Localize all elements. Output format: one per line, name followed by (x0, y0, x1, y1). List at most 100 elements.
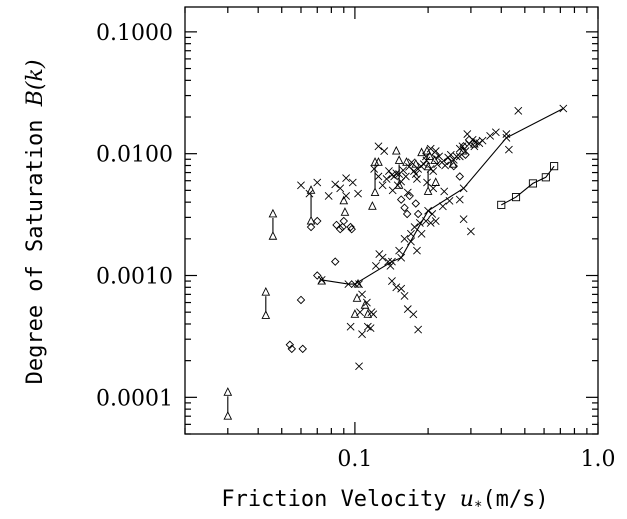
x-marker (336, 184, 345, 193)
x-marker (459, 215, 468, 224)
diamond-marker (402, 209, 412, 219)
y-tick-label: 0.0001 (96, 386, 173, 411)
x-marker (384, 257, 393, 266)
series-line (501, 165, 555, 206)
triangle-marker (470, 138, 479, 148)
x-marker (413, 246, 421, 255)
x-marker (370, 164, 379, 173)
square-marker (528, 179, 537, 188)
triangle-marker (360, 300, 370, 309)
x-marker (440, 187, 449, 196)
triangle-marker (339, 195, 349, 205)
series-line (321, 108, 564, 285)
x-marker (424, 206, 433, 215)
x-marker (504, 145, 513, 154)
x-marker (417, 229, 426, 238)
diamond-marker (296, 295, 306, 305)
x-marker (491, 128, 500, 137)
x-marker (388, 277, 396, 286)
triangle-marker (368, 201, 377, 210)
x-marker (358, 330, 366, 339)
triangle-marker (340, 207, 350, 216)
square-marker (541, 173, 550, 182)
diamond-marker (396, 195, 406, 204)
x-marker (342, 192, 351, 200)
triangle-marker (223, 410, 233, 420)
triangle-marker (411, 158, 421, 168)
x-marker (395, 246, 404, 255)
x-marker (433, 160, 442, 169)
x-marker (397, 253, 406, 262)
diamond-marker (449, 161, 458, 171)
x-marker (392, 283, 401, 292)
x-marker (414, 325, 423, 334)
triangle-marker (370, 157, 380, 166)
x-marker (342, 174, 351, 183)
x-marker (297, 181, 305, 190)
triangle-marker (350, 309, 360, 318)
x-marker (435, 152, 444, 161)
x-marker (514, 106, 523, 115)
diamond-marker (285, 340, 295, 350)
triangle-marker (363, 309, 373, 318)
triangle-marker (306, 215, 316, 225)
diamond-marker (332, 220, 341, 230)
diamond-marker (298, 344, 307, 354)
x-marker (344, 280, 353, 289)
x-marker (378, 253, 387, 262)
y-tick-label: 0.0100 (96, 143, 173, 168)
x-marker (397, 284, 406, 293)
x-marker (559, 104, 568, 113)
x-marker (362, 298, 371, 307)
x-marker (502, 133, 511, 142)
square-marker (497, 200, 506, 209)
axis-ticks (184, 7, 599, 435)
x-marker (355, 362, 363, 371)
triangle-marker (394, 155, 404, 164)
triangle-marker (431, 177, 441, 186)
diamond-marker (338, 222, 347, 232)
diamond-marker (347, 224, 356, 234)
triangle-marker (370, 187, 380, 196)
x-marker (331, 180, 340, 189)
triangle-marker (422, 145, 432, 155)
x-marker (346, 322, 355, 331)
triangle-marker (268, 208, 278, 218)
diamond-marker (339, 216, 349, 226)
axis-tick-labels: 0.1 1.0 0.0001 0.0010 0.0100 0.1000 (96, 21, 615, 472)
x-marker (374, 172, 383, 181)
triangle-marker (417, 147, 426, 157)
triangle-marker (268, 231, 278, 240)
plot-frame (184, 6, 599, 435)
triangle-marker (423, 186, 433, 195)
x-marker (413, 175, 421, 183)
triangle-marker (391, 145, 401, 155)
x-marker (350, 280, 359, 289)
triangle-marker (261, 286, 271, 296)
x-marker (374, 142, 383, 151)
data-marks (223, 104, 568, 420)
x-axis-title: Friction Velocity u*(m/s) (221, 487, 548, 515)
x-marker (459, 184, 468, 193)
x-marker (356, 308, 364, 317)
triangle-marker (394, 180, 404, 189)
x-marker (426, 219, 435, 227)
triangle-marker (423, 161, 433, 171)
x-marker (317, 276, 326, 284)
x-marker (455, 195, 464, 204)
x-marker (378, 181, 387, 190)
diamond-marker (335, 224, 345, 234)
diamond-marker (405, 191, 414, 201)
triangle-marker (425, 151, 434, 160)
x-marker (441, 161, 450, 170)
diamond-marker (431, 150, 440, 159)
x-marker (431, 217, 440, 225)
x-tick-label: 0.1 (337, 447, 372, 472)
triangle-marker (402, 157, 411, 166)
x-marker (348, 178, 357, 187)
triangle-marker (223, 387, 233, 396)
x-marker (411, 170, 420, 179)
x-marker (354, 189, 362, 198)
x-marker (409, 310, 418, 319)
square-marker (550, 162, 559, 171)
